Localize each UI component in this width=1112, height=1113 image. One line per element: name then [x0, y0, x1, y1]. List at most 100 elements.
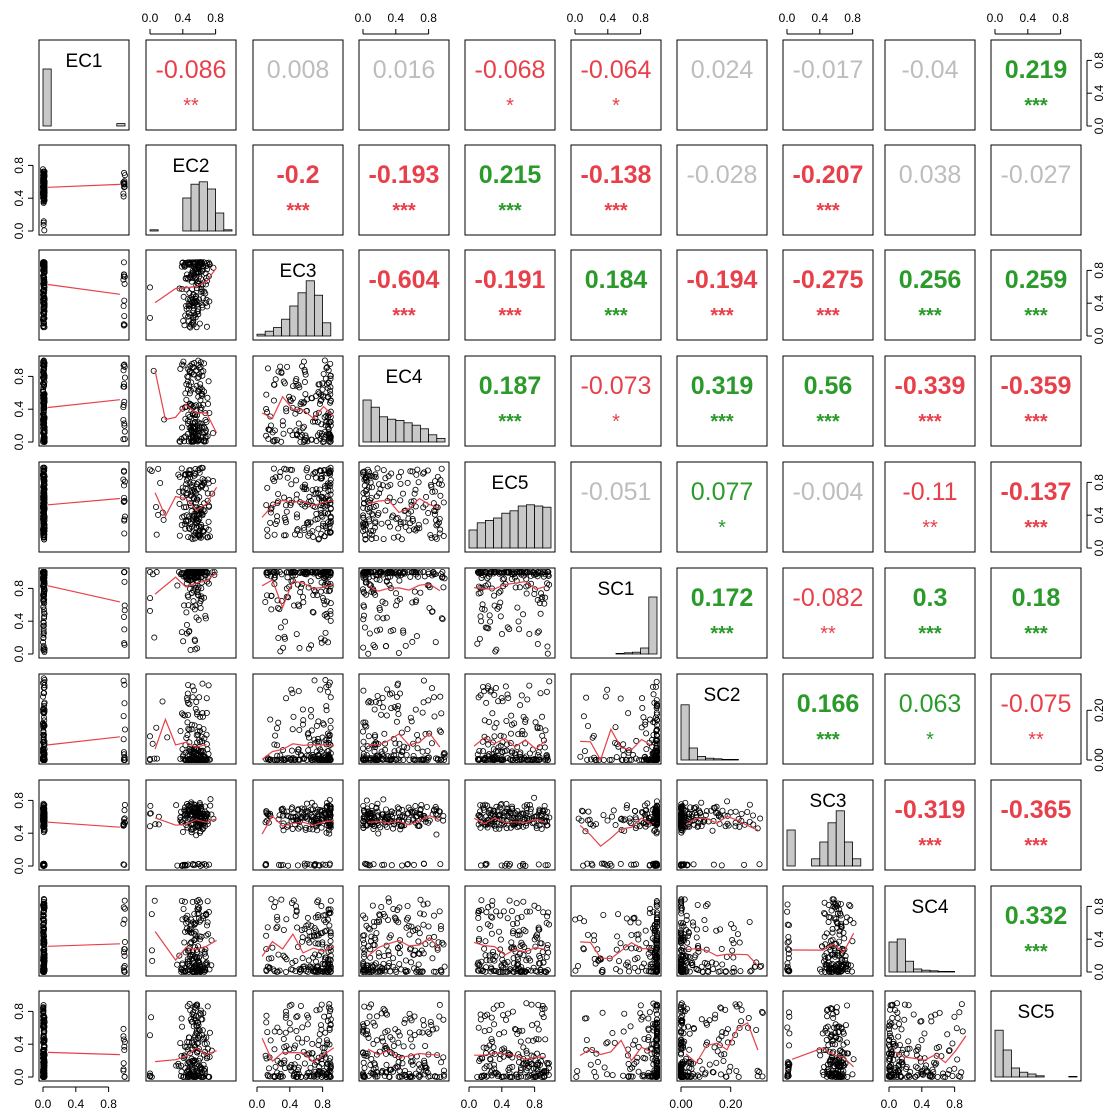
scatter-point [415, 479, 422, 486]
scatter-point [40, 408, 47, 415]
scatter-point [489, 710, 496, 717]
scatter-point [182, 312, 189, 319]
scatter-point [440, 499, 447, 506]
scatter-point [515, 731, 522, 738]
histogram-bar [844, 841, 854, 867]
scatter-point [275, 719, 282, 726]
panel-frame [464, 39, 556, 131]
scatter-point [193, 367, 200, 374]
significance-stars: *** [286, 200, 310, 222]
correlation-value: 0.166 [797, 690, 860, 718]
scatter-point [612, 724, 619, 731]
panel-frame [990, 885, 1082, 977]
scatter-point [478, 618, 485, 625]
histogram-bar [493, 517, 503, 549]
scatter-point [313, 722, 320, 729]
scatter-point [426, 605, 433, 612]
significance-stars: *** [918, 835, 942, 857]
scatter-point [310, 533, 317, 540]
correlation-value: 0.3 [913, 584, 948, 612]
scatter-point [397, 497, 404, 504]
significance-stars: *** [918, 623, 942, 645]
scatter-point [502, 683, 509, 690]
scatter-point [189, 269, 196, 276]
correlation-value: 0.219 [1005, 56, 1068, 84]
scatter-point [176, 532, 183, 539]
variable-label: EC3 [280, 261, 317, 282]
correlation-value: 0.259 [1005, 266, 1068, 294]
scatter-point [724, 798, 731, 805]
panel-frame [252, 355, 344, 447]
scatter-point [120, 436, 127, 443]
scatter-point [322, 629, 329, 636]
scatter-point [181, 263, 188, 270]
scatter-point [41, 434, 48, 441]
scatter-point [382, 507, 389, 514]
scatter-point [150, 367, 157, 374]
scatter-point [393, 590, 400, 597]
scatter-point [639, 695, 646, 702]
significance-stars: ** [820, 623, 836, 645]
smoother-line [48, 736, 120, 746]
scatter-point [270, 397, 277, 404]
scatter-point [263, 406, 270, 413]
scatter-point [206, 298, 213, 305]
correlation-value: -0.319 [895, 796, 966, 824]
scatter-point [40, 314, 47, 321]
scatter-point [437, 526, 444, 533]
correlation-value: 0.187 [479, 372, 542, 400]
histogram-bar [215, 212, 225, 232]
scatter-point [121, 807, 128, 814]
panel-frame [145, 249, 237, 341]
scatter-point [146, 607, 153, 614]
panel-frame [570, 673, 662, 765]
histogram-bar [517, 505, 527, 549]
correlation-value: -0.193 [369, 161, 440, 189]
panel-frame [38, 39, 130, 131]
panel-frame [145, 567, 237, 659]
scatter-point [41, 294, 48, 301]
scatter-point [120, 303, 127, 310]
scatter-point [193, 402, 200, 409]
scatter-point [307, 707, 314, 714]
panel-frame [676, 673, 768, 765]
scatter-point [542, 727, 549, 734]
panel-frame [145, 39, 237, 131]
scatter-point [147, 595, 154, 602]
scatter-point [432, 639, 439, 646]
scatter-point [187, 324, 194, 331]
scatter-point [300, 594, 307, 601]
panel-frame [676, 249, 768, 341]
variable-label: SC3 [810, 791, 847, 812]
scatter-point [486, 612, 493, 619]
scatter-point [264, 365, 271, 372]
scatter-point [375, 830, 382, 837]
scatter-point [327, 694, 334, 701]
scatter-point [327, 360, 334, 367]
scatter-point [399, 806, 406, 813]
smoother-line [47, 585, 121, 603]
correlation-value: -0.191 [475, 266, 546, 294]
scatter-point [121, 380, 128, 387]
scatter-point [205, 378, 212, 385]
scatter-point [199, 680, 206, 687]
histogram-bar [1068, 1076, 1078, 1078]
panel-frame [782, 249, 874, 341]
scatter-point [40, 418, 47, 425]
scatter-point [197, 397, 204, 404]
histogram-bar [428, 434, 438, 443]
scatter-point [120, 402, 127, 409]
panel-frame [884, 673, 976, 765]
variable-label: SC2 [704, 685, 741, 706]
scatter-point [41, 437, 48, 444]
panel-frame [38, 779, 130, 871]
variable-label: SC4 [912, 897, 949, 918]
scatter-point [188, 278, 195, 285]
histogram-bar [1002, 1049, 1012, 1078]
smoother-line [580, 727, 653, 762]
scatter-point [263, 391, 270, 398]
scatter-point [284, 474, 291, 481]
histogram-bar [632, 651, 642, 655]
scatter-point [121, 172, 128, 179]
scatter-point [190, 321, 197, 328]
